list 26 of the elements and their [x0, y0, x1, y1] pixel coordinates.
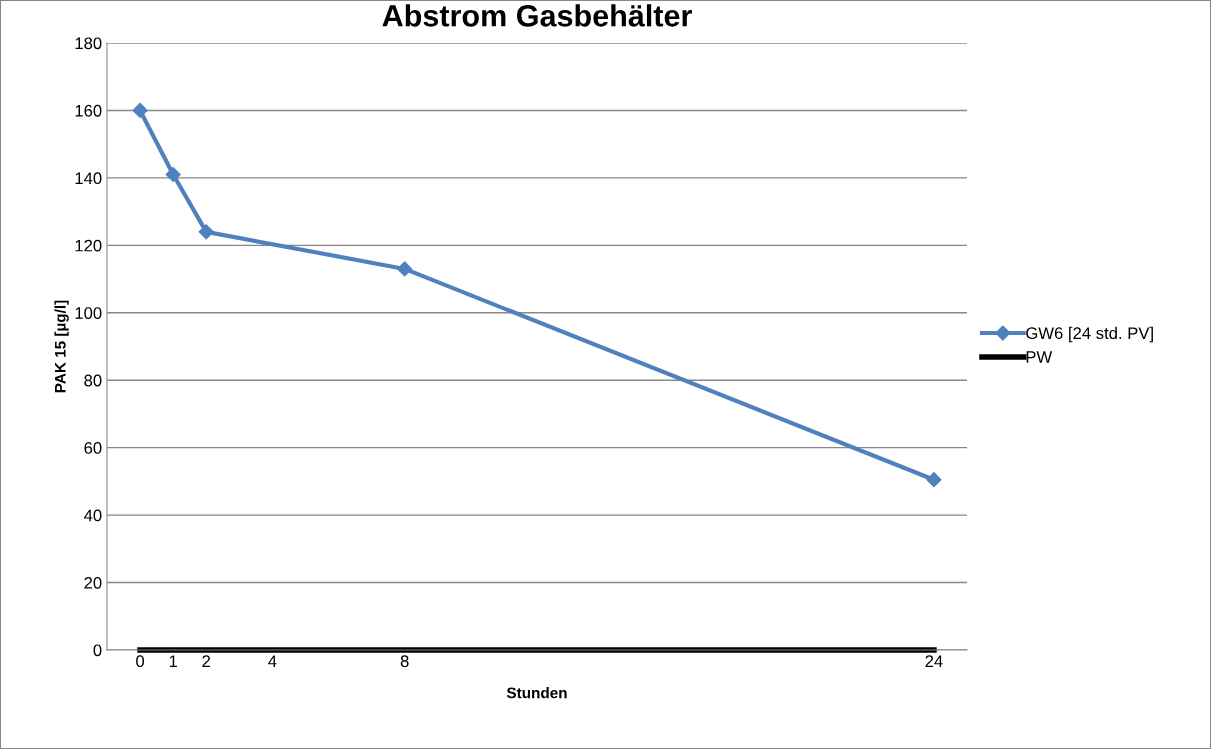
y-tick-label: 20: [84, 576, 102, 589]
y-axis-title: PAK 15 [µg/l]: [54, 300, 69, 393]
y-tick-label: 0: [93, 644, 102, 657]
x-tick-label: 1: [169, 655, 177, 667]
x-tick-label: 4: [268, 655, 277, 667]
x-tick-label: 2: [202, 655, 211, 667]
point: [198, 224, 214, 240]
y-tick-label: 120: [75, 239, 102, 252]
y-tick-label: 60: [84, 442, 102, 454]
point: [926, 472, 942, 488]
y-tick-label: 140: [75, 172, 102, 185]
y-tick-label: 40: [83, 509, 102, 522]
y-tick-label: 100: [75, 307, 102, 319]
legend-label: PW: [1026, 351, 1053, 363]
y-tick-label: 80: [84, 374, 102, 387]
chart-title: Abstrom Gasbehälter: [382, 4, 692, 27]
x-axis-title: Stunden: [506, 687, 567, 699]
x-tick-label: 8: [400, 655, 409, 668]
x-tick-label: 24: [925, 655, 943, 667]
y-tick-label: 180: [75, 37, 102, 50]
point: [132, 102, 148, 119]
x-tick-label: 0: [136, 655, 145, 668]
legend-label: GW6 [24 std. PV]: [1026, 326, 1153, 343]
y-tick-label: 160: [75, 104, 102, 117]
point: [397, 261, 413, 277]
point: [165, 166, 181, 183]
